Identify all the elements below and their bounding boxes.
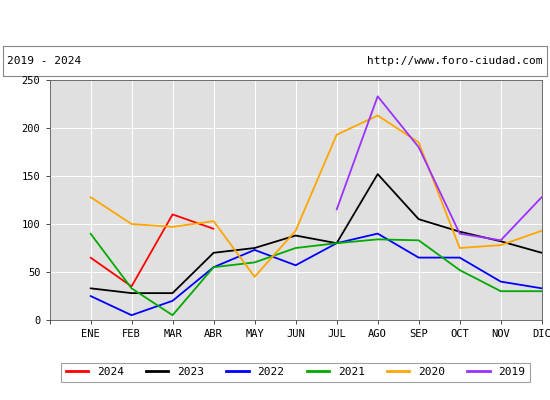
Text: 2019 - 2024: 2019 - 2024 [7,56,81,66]
Text: http://www.foro-ciudad.com: http://www.foro-ciudad.com [367,56,543,66]
Text: Evolucion Nº Turistas Extranjeros en el municipio de Valdemaqueda: Evolucion Nº Turistas Extranjeros en el … [50,16,501,30]
Legend: 2024, 2023, 2022, 2021, 2020, 2019: 2024, 2023, 2022, 2021, 2020, 2019 [61,363,530,382]
